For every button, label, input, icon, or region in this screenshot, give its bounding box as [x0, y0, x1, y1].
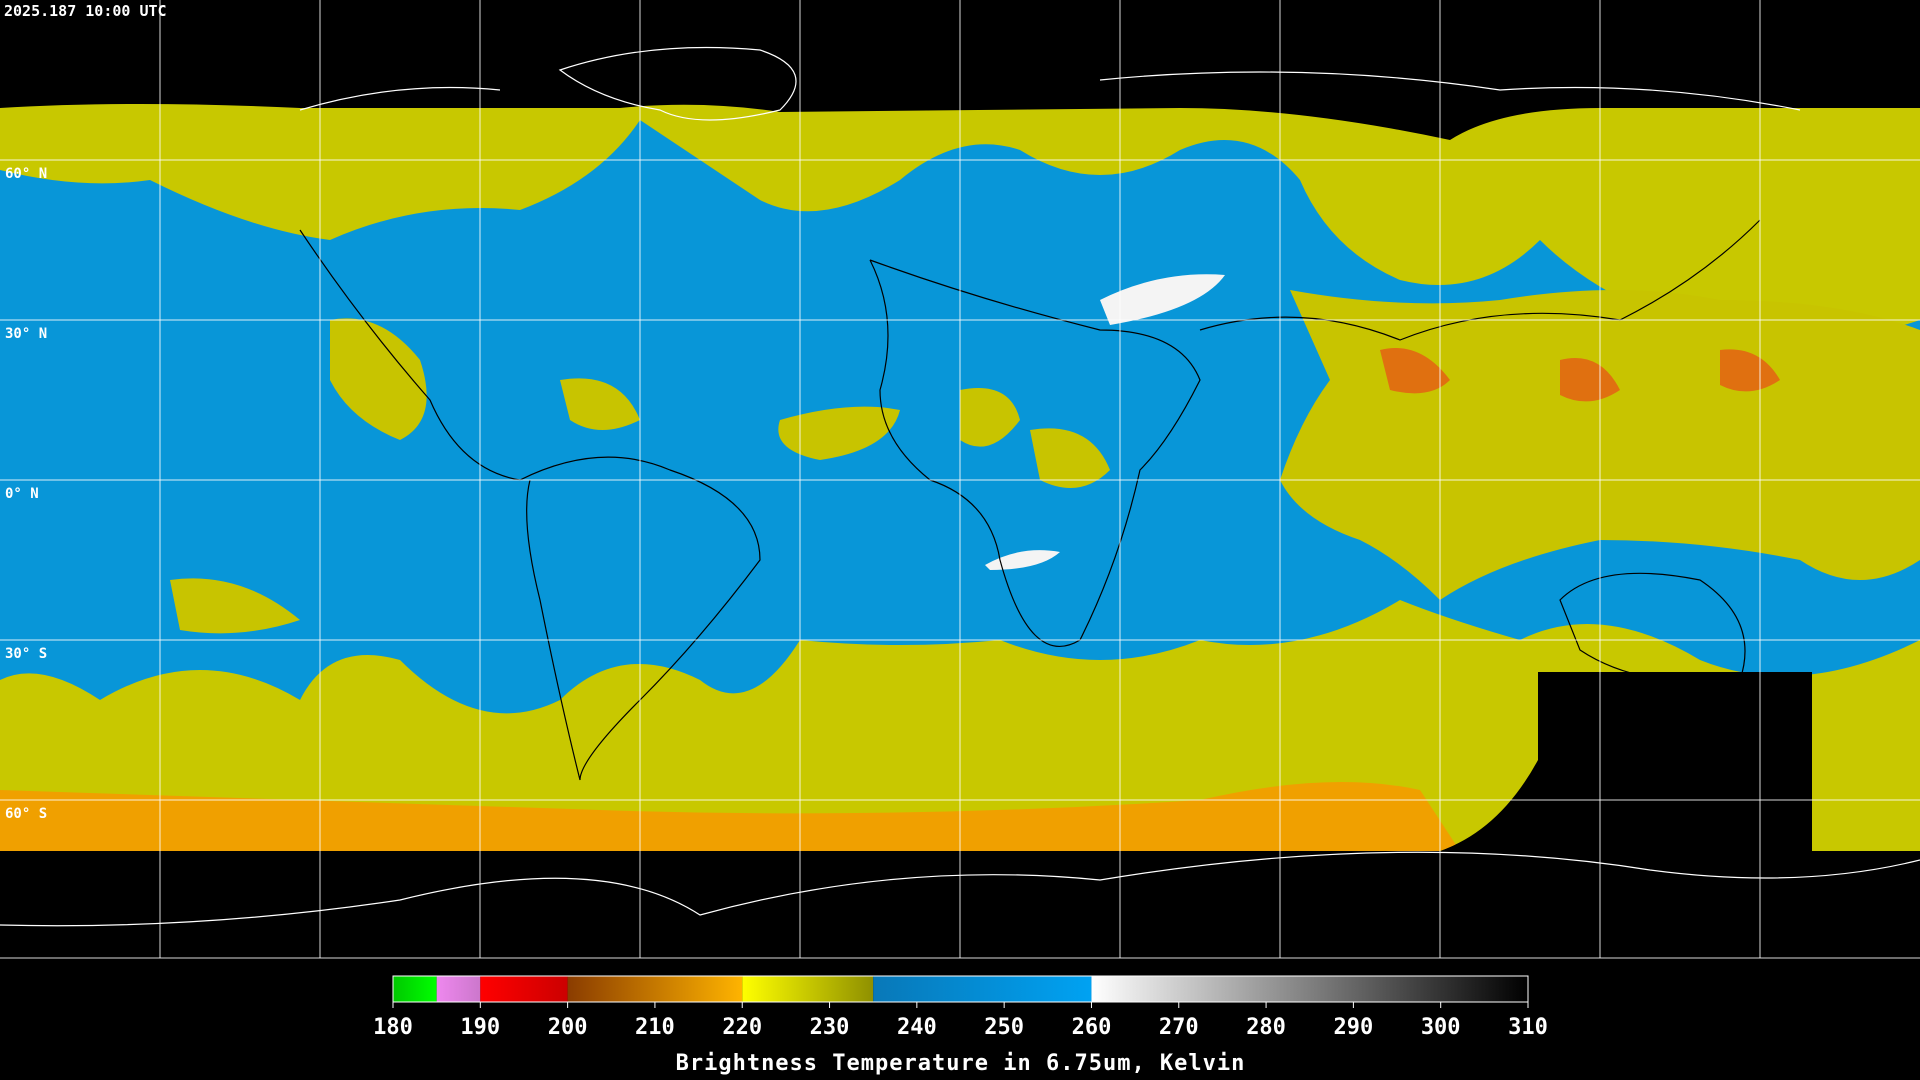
colorbar-segment [742, 976, 874, 1002]
colorbar-tick-label: 300 [1421, 1015, 1461, 1040]
colorbar-segment [480, 976, 568, 1002]
colorbar-tick-label: 250 [984, 1015, 1024, 1040]
colorbar-segment [436, 976, 481, 1002]
colorbar-segment [393, 976, 437, 1002]
antarctic-cold-band [0, 782, 1460, 851]
coastlines [299, 219, 1761, 781]
latitude-label: 0° N [5, 486, 39, 502]
colorbar-tick-label: 270 [1159, 1015, 1199, 1040]
colorbar-segment [873, 976, 1092, 1002]
colorbar-tick-label: 280 [1246, 1015, 1286, 1040]
latitude-label: 30° N [5, 326, 47, 342]
colorbar-segment [567, 976, 743, 1002]
colorbar-tick-label: 310 [1508, 1015, 1548, 1040]
latitude-label: 30° S [5, 646, 47, 662]
deep-convection [1380, 348, 1780, 402]
latitude-label: 60° N [5, 166, 47, 182]
colorbar-tick-label: 230 [810, 1015, 850, 1040]
colorbar-tick-label: 290 [1334, 1015, 1374, 1040]
colorbar: 180 190 200 210 220 230 240 250 260 270 280 290 300 3… [373, 975, 1548, 1076]
latitude-label: 60° S [5, 806, 47, 822]
colorbar-tick-label: 220 [722, 1015, 762, 1040]
colorbar-frame [392, 975, 1529, 1003]
colorbar-title: Brightness Temperature in 6.75um, Kelvin [676, 1051, 1246, 1076]
colorbar-tick-label: 210 [635, 1015, 675, 1040]
colorbar-tick-label: 180 [373, 1015, 413, 1040]
colorbar-tick-label: 240 [897, 1015, 937, 1040]
polar-coastlines [0, 46, 1920, 927]
timestamp: 2025.187 10:00 UTC [4, 2, 167, 20]
colorbar-tick-label: 200 [548, 1015, 588, 1040]
colorbar-segment [1091, 976, 1528, 1002]
colorbar-tick-label: 190 [460, 1015, 500, 1040]
graticule [0, 0, 1920, 959]
colorbar-tick-label: 260 [1072, 1015, 1112, 1040]
convective-clouds [170, 318, 1110, 634]
